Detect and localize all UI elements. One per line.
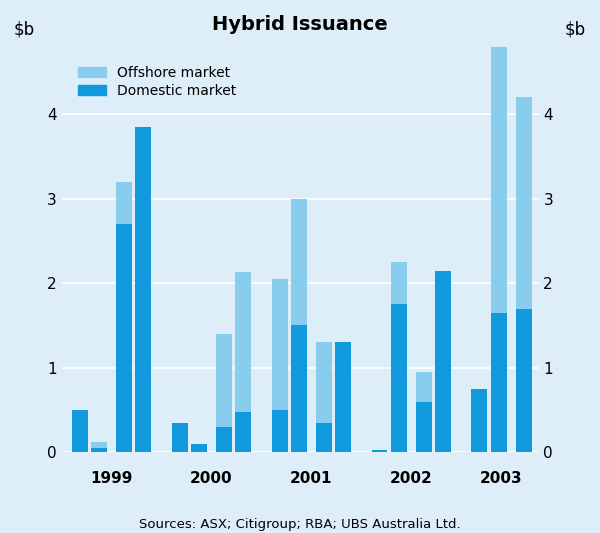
Bar	[216, 334, 232, 427]
Title: Hybrid Issuance: Hybrid Issuance	[212, 15, 388, 34]
Bar	[335, 342, 351, 452]
Bar	[515, 98, 532, 309]
Bar	[72, 410, 88, 452]
Bar	[391, 304, 407, 452]
Bar	[291, 326, 307, 452]
Bar	[116, 224, 132, 452]
Bar	[191, 444, 207, 452]
Bar	[491, 0, 506, 313]
Bar	[135, 127, 151, 452]
Bar	[515, 309, 532, 452]
Bar	[235, 411, 251, 452]
Text: 1999: 1999	[90, 471, 133, 486]
Bar	[91, 448, 107, 452]
Bar	[316, 423, 332, 452]
Bar	[235, 272, 251, 411]
Bar	[91, 442, 107, 448]
Bar	[435, 271, 451, 452]
Text: 2002: 2002	[390, 471, 433, 486]
Text: $b: $b	[565, 21, 586, 38]
Bar	[416, 401, 432, 452]
Bar	[272, 279, 287, 410]
Text: 2000: 2000	[190, 471, 233, 486]
Bar	[272, 410, 287, 452]
Bar	[391, 262, 407, 304]
Text: 2003: 2003	[480, 471, 523, 486]
Bar	[416, 372, 432, 401]
Bar	[216, 427, 232, 452]
Text: 2001: 2001	[290, 471, 332, 486]
Bar	[472, 389, 487, 452]
Bar	[116, 182, 132, 224]
Bar	[491, 313, 506, 452]
Bar	[371, 450, 388, 452]
Legend: Offshore market, Domestic market: Offshore market, Domestic market	[78, 66, 236, 98]
Bar	[291, 199, 307, 326]
Bar	[172, 423, 188, 452]
Bar	[316, 342, 332, 423]
Text: $b: $b	[14, 21, 35, 38]
Text: Sources: ASX; Citigroup; RBA; UBS Australia Ltd.: Sources: ASX; Citigroup; RBA; UBS Austra…	[139, 518, 461, 531]
